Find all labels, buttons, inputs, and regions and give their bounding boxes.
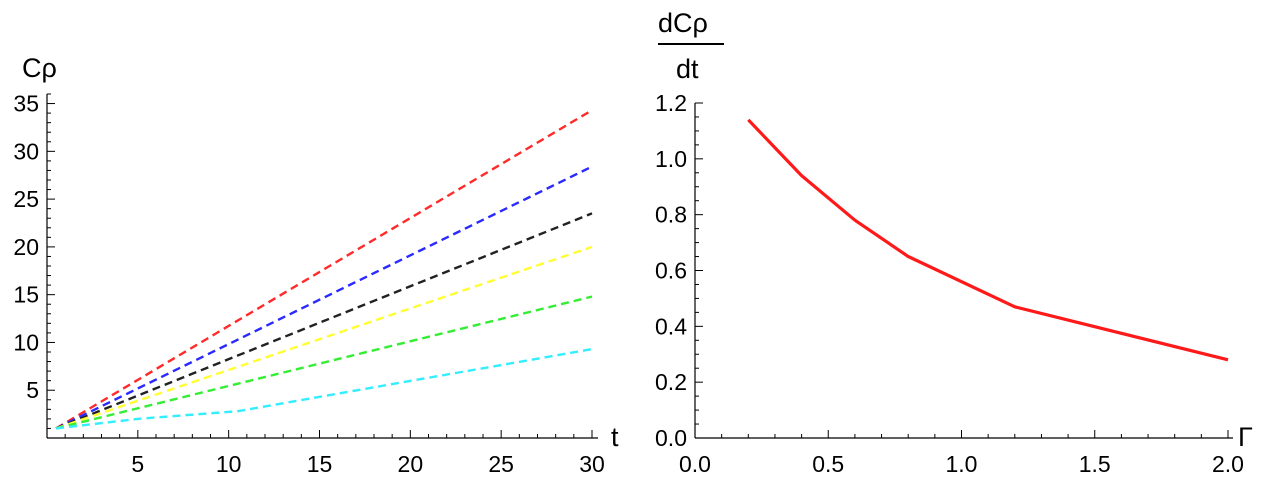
series-line-4 [55, 245, 593, 430]
x-axis-label-right: Γ [1238, 422, 1253, 452]
series-line-1 [55, 109, 593, 430]
y-tick-label: 0.4 [655, 313, 687, 339]
x-tick-label: 0.0 [679, 451, 711, 477]
x-axis-label-left: t [611, 422, 619, 452]
x-tick-label: 5 [131, 451, 144, 477]
series-line-3 [55, 212, 593, 430]
y-tick-label: 25 [13, 186, 39, 212]
x-tick-label: 10 [216, 451, 242, 477]
y-axis-label-left: Cρ [22, 53, 57, 83]
y-tick-label: 5 [26, 377, 39, 403]
series-line-6 [55, 347, 593, 430]
y-tick-label: 30 [13, 138, 39, 164]
y-tick-label: 1.0 [655, 146, 687, 172]
x-tick-label: 1.0 [946, 451, 978, 477]
x-tick-label: 2.0 [1212, 451, 1244, 477]
y-tick-label: 10 [13, 329, 39, 355]
x-tick-label: 25 [488, 451, 514, 477]
y-tick-label: 35 [13, 91, 39, 117]
y-tick-label: 0.0 [655, 425, 687, 451]
y-axis-label-denominator: dt [676, 54, 699, 84]
series-line-1 [747, 118, 1229, 362]
y-axis-label-numerator: dCρ [658, 8, 708, 38]
series-line-2 [55, 165, 593, 430]
chart-left: Cρ t 5 10 15 20 25 30 5 10 15 20 25 30 35 [13, 53, 619, 477]
y-tick-label: 0.8 [655, 202, 687, 228]
series-line-5 [55, 295, 593, 430]
x-tick-label: 30 [579, 451, 605, 477]
x-tick-label: 20 [398, 451, 424, 477]
x-tick-label: 0.5 [812, 451, 844, 477]
y-tick-label: 20 [13, 234, 39, 260]
x-tick-label: 15 [307, 451, 333, 477]
y-tick-label: 15 [13, 282, 39, 308]
y-tick-label: 0.2 [655, 369, 687, 395]
chart-right: dCρ dt Γ 0.0 0.5 1.0 1.5 2.0 0.0 0.2 0.4 0.6 0.8 1… [655, 8, 1253, 477]
y-tick-label: 0.6 [655, 258, 687, 284]
y-tick-label: 1.2 [655, 90, 687, 116]
x-tick-label: 1.5 [1079, 451, 1111, 477]
